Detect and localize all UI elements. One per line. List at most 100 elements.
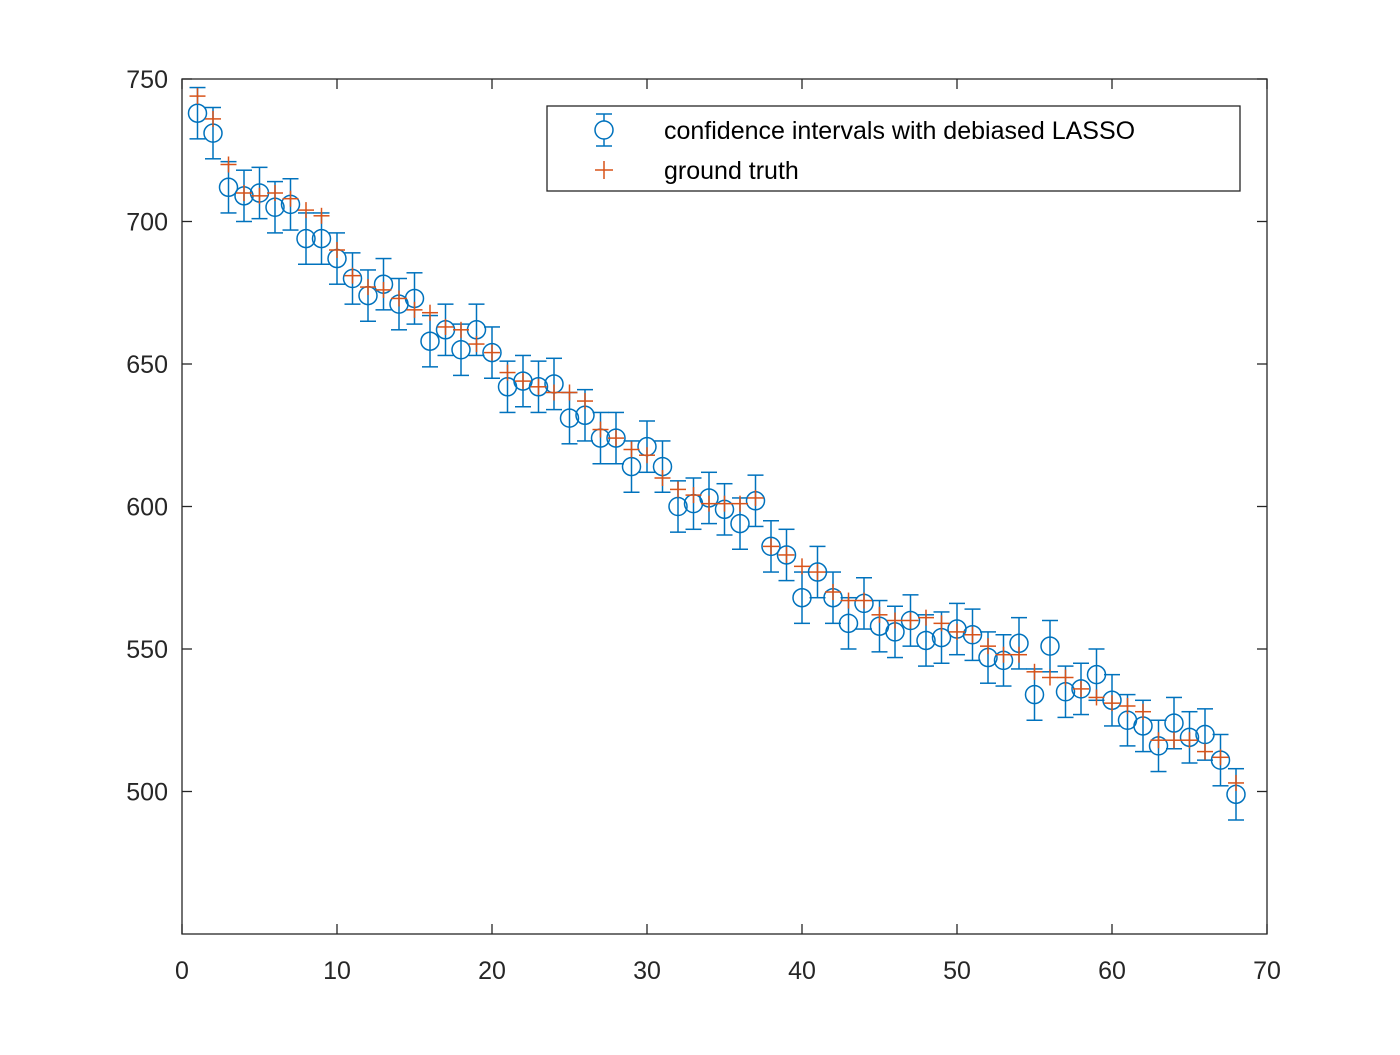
ground-truth-point	[344, 267, 361, 284]
ground-truth-point	[732, 495, 748, 512]
ground-truth-point	[639, 447, 655, 464]
ground-truth-point	[1166, 732, 1182, 749]
x-tick-label: 20	[478, 957, 506, 985]
ground-truth-point	[468, 336, 485, 353]
estimate-point	[296, 228, 316, 249]
axis-ticks	[181, 78, 1268, 934]
estimate-point	[776, 545, 797, 565]
ground-truth-point	[670, 481, 686, 498]
estimate-point	[1086, 664, 1107, 685]
ground-truth-point	[1042, 669, 1058, 686]
ground-truth-point	[1197, 743, 1213, 760]
x-tick-label: 40	[788, 957, 816, 985]
estimate-point	[1071, 679, 1091, 699]
estimate-markers	[187, 103, 1246, 805]
ground-truth-point	[809, 564, 826, 581]
ground-truth-point	[995, 646, 1012, 663]
ground-truth-point	[825, 584, 841, 600]
ground-truth-point	[747, 489, 764, 506]
estimate-point	[730, 513, 750, 534]
ground-truth-point	[1228, 774, 1244, 791]
ground-truth-point	[546, 384, 562, 401]
ground-truth-point	[437, 318, 454, 335]
x-tick-label: 30	[633, 957, 661, 985]
legend-ci-symbol	[594, 113, 614, 147]
ground-truth-point	[1212, 749, 1229, 766]
ground-truth-point	[623, 441, 640, 458]
ground-truth-point	[298, 202, 314, 219]
y-tick-label: 750	[126, 66, 168, 94]
ground-truth-point	[840, 592, 857, 609]
ground-truth-point	[608, 430, 624, 447]
estimate-point	[962, 625, 983, 645]
ground-truth-point	[1011, 646, 1027, 663]
ground-truth-point	[282, 190, 299, 207]
legend: confidence intervals with debiased LASSO…	[546, 105, 1241, 192]
x-tick-label: 70	[1253, 957, 1281, 985]
ground-truth-point	[251, 187, 268, 204]
estimate-point	[482, 342, 502, 363]
ground-truth-point	[933, 615, 950, 632]
ground-truth-point	[406, 301, 423, 318]
ground-truth-point	[530, 378, 547, 395]
x-tick-label: 60	[1098, 957, 1126, 985]
estimate-point	[916, 630, 936, 651]
ground-truth-point	[499, 364, 516, 381]
ground-truth-point	[515, 373, 531, 390]
ground-truth-point	[375, 281, 392, 298]
ground-truth-point	[189, 88, 206, 105]
ground-truth-point	[267, 185, 283, 201]
estimate-point	[218, 177, 239, 198]
ground-truth-point	[220, 156, 237, 173]
estimate-point	[528, 377, 549, 397]
ground-truth-point	[778, 546, 795, 563]
legend-ci-circle	[594, 120, 614, 140]
ground-truth-point	[205, 110, 221, 127]
estimate-point	[621, 456, 642, 477]
y-tick-label: 500	[126, 779, 168, 807]
ground-truth-point	[685, 487, 702, 504]
ground-truth-point	[577, 393, 593, 410]
ground-truth-point	[964, 626, 981, 643]
legend-label-truth: ground truth	[664, 157, 799, 185]
ground-truth-point	[794, 558, 810, 575]
ground-truth-point	[1150, 732, 1167, 749]
x-tick-label: 0	[175, 957, 189, 985]
ground-truth-point	[592, 421, 609, 438]
ground-truth-point	[1073, 680, 1089, 697]
estimate-point	[1164, 713, 1184, 733]
ground-truth-point	[360, 279, 376, 296]
x-tick-label: 10	[323, 957, 351, 985]
estimate-point	[420, 331, 440, 351]
estimate-point	[1040, 636, 1060, 656]
ground-truth-point	[1135, 703, 1151, 720]
ground-truth-point	[871, 606, 888, 623]
ground-truth-point	[654, 470, 671, 486]
ground-truth-point	[236, 185, 252, 201]
legend-box	[546, 105, 1241, 192]
ground-truth-point	[918, 609, 934, 626]
ground-truth-point	[887, 612, 903, 629]
ground-truth-point	[422, 304, 438, 321]
estimate-point	[668, 496, 688, 517]
ground-truth-point	[1181, 732, 1198, 749]
plot-frame	[181, 78, 1268, 935]
ground-truth-point	[329, 242, 345, 258]
ground-truth-point	[561, 384, 578, 401]
ground-truth-point	[716, 495, 733, 512]
ground-truth-point	[453, 321, 469, 338]
y-tick-label: 700	[126, 209, 168, 237]
estimate-point	[451, 340, 471, 360]
ground-truth-point	[1104, 695, 1120, 712]
ground-truth-point	[949, 623, 965, 640]
ground-truth-point	[1026, 663, 1043, 680]
ground-truth-point	[763, 538, 779, 555]
ground-truth-markers	[189, 88, 1244, 791]
estimate-point	[838, 613, 859, 634]
estimate-point	[807, 562, 828, 582]
y-tick-labels: 500 550 600 650 700 750	[126, 66, 168, 807]
ground-truth-point	[902, 612, 919, 629]
legend-label-ci: confidence intervals with debiased LASSO	[664, 117, 1135, 145]
